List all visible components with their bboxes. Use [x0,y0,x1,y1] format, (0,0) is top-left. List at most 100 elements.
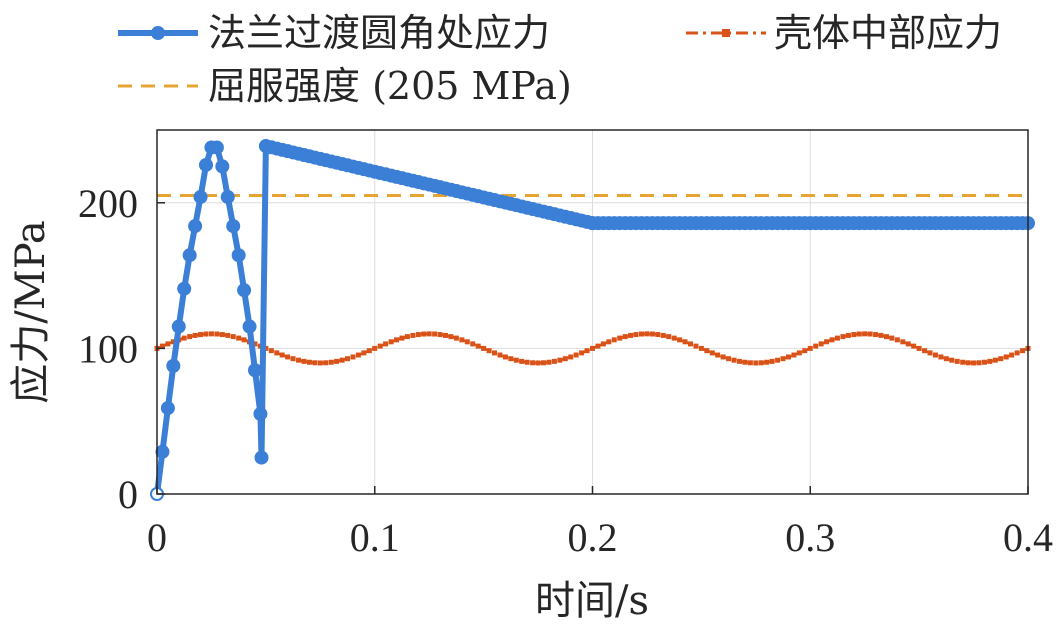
shell-stress-marker-32 [328,359,334,365]
shell-stress-marker-44 [394,337,400,343]
shell-stress-marker-141 [922,348,928,354]
shell-stress-marker-57 [464,339,470,345]
shell-stress-marker-84 [611,337,617,343]
flange-stress-marker-8 [193,189,208,204]
flange-stress-marker-2 [160,401,175,416]
flange-stress-marker-7 [188,219,203,234]
shell-stress-marker-140 [916,345,922,351]
shell-stress-marker-137 [900,339,906,345]
shell-stress-marker-106 [731,357,737,363]
shell-stress-marker-72 [546,359,552,365]
flange-stress-marker-17 [242,319,257,334]
shell-stress-marker-143 [932,352,938,358]
x-tick-label-2: 0.2 [568,515,618,560]
shell-stress-marker-139 [911,343,917,349]
shell-stress-marker-88 [633,332,639,338]
y-axis-ticks: 0 100 200 [78,181,165,517]
y-tick-label-2: 200 [78,181,138,226]
shell-stress-marker-34 [339,357,345,363]
shell-stress-marker-78 [579,350,585,356]
shell-stress-marker-13 [225,332,231,338]
shell-stress-marker-73 [551,358,557,364]
shell-stress-marker-131 [867,331,873,337]
shell-stress-marker-70 [535,360,541,366]
shell-stress-marker-56 [459,337,465,343]
flange-stress-marker-11 [209,140,224,155]
shell-stress-marker-126 [840,334,846,340]
shell-stress-marker-145 [943,356,949,362]
shell-stress-marker-12 [219,332,225,338]
shell-stress-marker-22 [274,350,280,356]
shell-stress-marker-158 [1014,350,1020,356]
shell-stress-marker-116 [785,354,791,360]
shell-stress-marker-26 [296,357,302,363]
shell-stress-marker-54 [448,334,454,340]
shell-stress-marker-111 [758,360,764,366]
shell-stress-marker-66 [513,357,519,363]
shell-stress-marker-31 [323,360,329,366]
flange-stress-marker-3 [166,358,181,373]
shell-stress-marker-128 [851,332,857,338]
shell-stress-marker-132 [873,332,879,338]
shell-stress-marker-65 [508,356,514,362]
shell-stress-marker-61 [486,348,492,354]
shell-stress-marker-105 [726,356,732,362]
shell-stress-marker-115 [780,356,786,362]
shell-stress-marker-25 [290,356,296,362]
shell-stress-marker-101 [704,348,710,354]
shell-stress-marker-151 [976,360,982,366]
shell-stress-marker-124 [829,337,835,343]
shell-stress-marker-40 [372,345,378,351]
shell-stress-marker-46 [404,334,410,340]
shell-stress-marker-23 [279,352,285,358]
shell-stress-marker-86 [622,334,628,340]
shell-stress-marker-93 [660,332,666,338]
shell-stress-marker-11 [214,331,220,337]
shell-stress-marker-2 [165,341,171,347]
shell-stress-marker-114 [775,357,781,363]
shell-stress-marker-144 [938,354,944,360]
plot-area [150,129,1035,501]
shell-stress-marker-45 [399,335,405,341]
shell-stress-marker-90 [644,331,650,337]
shell-stress-marker-87 [628,332,634,338]
flange-stress-marker-4 [171,319,186,334]
shell-stress-marker-48 [415,332,421,338]
shell-stress-marker-91 [649,331,655,337]
shell-stress-marker-64 [502,354,508,360]
shell-stress-marker-148 [960,359,966,365]
legend-marker-flange-stress [151,26,165,40]
y-axis-label: 应力/MPa [8,220,54,403]
shell-stress-marker-8 [198,332,204,338]
flange-stress-marker-18 [247,363,262,378]
shell-stress-marker-136 [894,337,900,343]
shell-stress-marker-35 [345,356,351,362]
shell-stress-marker-127 [845,332,851,338]
x-axis-label: 时间/s [535,578,649,624]
shell-stress-marker-98 [687,341,693,347]
shell-stress-marker-122 [818,341,824,347]
legend-label-yield-strength: 屈服强度 (205 MPa) [208,64,572,108]
shell-stress-marker-18 [252,341,258,347]
shell-stress-marker-5 [181,335,187,341]
shell-stress-marker-142 [927,350,933,356]
flange-stress-marker-12 [215,159,230,174]
shell-stress-marker-3 [170,339,176,345]
shell-stress-marker-69 [530,360,536,366]
shell-stress-marker-156 [1003,354,1009,360]
shell-stress-marker-74 [557,357,563,363]
legend-label-shell-stress: 壳体中部应力 [774,11,1002,55]
shell-stress-series [154,331,1031,366]
shell-stress-marker-82 [600,341,606,347]
shell-stress-marker-150 [971,360,977,366]
shell-stress-marker-97 [682,339,688,345]
shell-stress-marker-155 [998,356,1004,362]
shell-stress-marker-77 [573,352,579,358]
shell-stress-marker-42 [383,341,389,347]
flange-stress-series [150,139,1035,501]
shell-stress-marker-149 [965,360,971,366]
legend: 法兰过渡圆角处应力 壳体中部应力 屈服强度 (205 MPa) [118,11,1002,108]
shell-stress-marker-76 [568,354,574,360]
flange-stress-marker-16 [237,283,252,298]
shell-stress-marker-81 [595,343,601,349]
